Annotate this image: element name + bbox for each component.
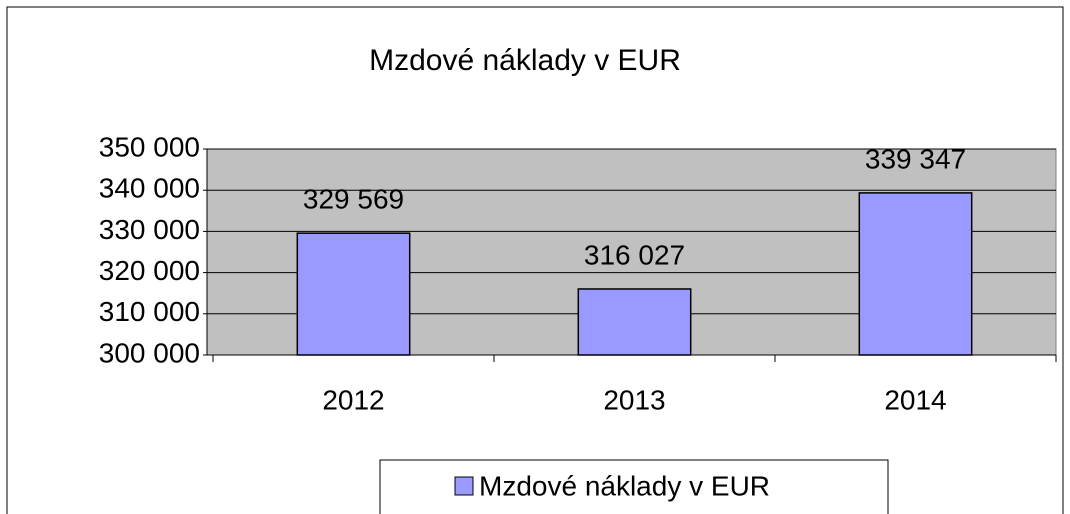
y-tick-label: 310 000 bbox=[99, 296, 200, 327]
y-tick-label: 320 000 bbox=[99, 255, 200, 286]
value-label: 316 027 bbox=[584, 239, 685, 270]
bar bbox=[858, 192, 973, 356]
x-tick-label: 2013 bbox=[603, 384, 665, 415]
chart-border bbox=[6, 6, 1064, 514]
x-tick-label: 2014 bbox=[884, 384, 946, 415]
y-tick-label: 340 000 bbox=[99, 173, 200, 204]
value-label: 329 569 bbox=[303, 184, 404, 215]
chart-title: Mzdové náklady v EUR bbox=[369, 44, 681, 77]
y-tick-label: 350 000 bbox=[99, 131, 200, 162]
value-label: 339 347 bbox=[865, 143, 966, 174]
y-tick-label: 300 000 bbox=[99, 337, 200, 368]
bar bbox=[296, 232, 411, 356]
legend-swatch bbox=[454, 476, 474, 496]
y-tick-label: 330 000 bbox=[99, 214, 200, 245]
legend-label: Mzdové náklady v EUR bbox=[479, 470, 770, 501]
bar bbox=[577, 288, 692, 356]
x-tick-label: 2012 bbox=[322, 384, 384, 415]
